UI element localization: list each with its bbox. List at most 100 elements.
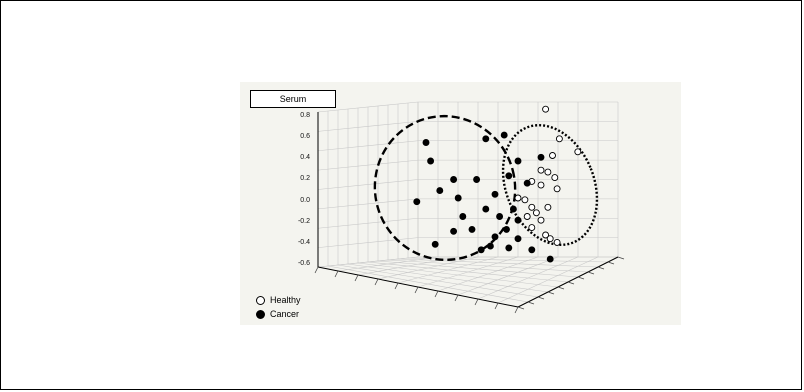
x-tick — [334, 270, 339, 278]
legend-item-cancer: Cancer — [256, 307, 301, 321]
y-tick — [617, 256, 625, 260]
y-tick-label: -0.4 — [297, 238, 310, 246]
cancer-point — [422, 139, 430, 146]
y-tick — [517, 306, 525, 310]
grid-line — [417, 256, 519, 288]
cancer-point — [436, 187, 444, 195]
cancer-point — [427, 157, 435, 165]
x-tick — [394, 282, 399, 290]
plot-canvas — [314, 101, 625, 314]
cancer-point — [482, 205, 490, 213]
cancer-point — [500, 131, 508, 139]
healthy-point — [528, 224, 536, 232]
grid-line — [477, 256, 579, 300]
x-tick — [494, 302, 499, 310]
cancer-point — [491, 233, 499, 241]
y-tick-label: -0.2 — [297, 217, 310, 225]
cancer-point — [503, 225, 510, 233]
cancer-cluster-ellipse — [373, 114, 517, 262]
healthy-point — [537, 181, 545, 189]
grid-line — [497, 256, 599, 304]
y-tick — [567, 281, 575, 285]
y-tick-label: 0.4 — [300, 154, 310, 162]
x-tick — [454, 294, 459, 302]
y-tick — [607, 261, 615, 265]
cancer-point — [514, 157, 522, 165]
grid-line — [337, 256, 439, 272]
y-tick-label: 0.2 — [300, 175, 310, 183]
y-tick-label: -0.6 — [297, 260, 310, 267]
grid-line — [317, 140, 419, 152]
grid-line — [317, 198, 419, 210]
healthy-point — [532, 209, 540, 217]
grid-line — [437, 256, 539, 292]
healthy-point — [555, 135, 563, 143]
open-circle-icon — [256, 295, 265, 305]
x-tick — [474, 298, 479, 306]
cancer-point — [505, 244, 513, 252]
y-tick-label: 0.8 — [300, 112, 310, 119]
cancer-point — [473, 176, 481, 183]
data-points — [413, 105, 582, 263]
cancer-point — [486, 242, 494, 250]
filled-circle-icon — [256, 309, 265, 319]
scatter-plot-3d: Serum 0.8 0.6 0.4 0.2 0.0 -0.2 -0.4 -0.6 Health… — [240, 82, 681, 325]
y-tick — [587, 271, 595, 275]
cancer-point — [468, 225, 476, 233]
x-tick — [514, 306, 519, 314]
y-tick — [547, 291, 555, 295]
y-tick — [557, 286, 565, 290]
y-tick — [597, 266, 605, 270]
healthy-point — [549, 152, 556, 159]
cancer-point — [514, 216, 522, 224]
x-tick — [354, 274, 359, 282]
healthy-point — [514, 194, 522, 202]
y-tick-label: 0.6 — [300, 133, 310, 141]
3d-grid — [314, 101, 625, 314]
cluster-ellipses — [373, 114, 599, 262]
healthy-point — [544, 203, 552, 211]
healthy-point — [553, 238, 561, 246]
grid-line — [317, 256, 419, 268]
cancer-point — [546, 255, 554, 263]
cancer-point — [491, 190, 499, 198]
cancer-point — [450, 227, 458, 235]
grid-line — [317, 159, 419, 171]
cancer-point — [482, 135, 490, 143]
cancer-point — [413, 198, 421, 206]
healthy-point — [542, 105, 550, 113]
cancer-point — [523, 179, 531, 187]
grid-line — [317, 217, 419, 229]
healthy-point — [528, 203, 536, 211]
y-tick — [537, 296, 545, 300]
cancer-point — [537, 153, 545, 161]
healthy-point — [551, 174, 559, 182]
y-tick — [527, 301, 535, 305]
cancer-point — [505, 172, 513, 180]
cancer-point — [459, 213, 467, 220]
legend: Healthy Cancer — [256, 293, 301, 321]
healthy-point — [537, 216, 545, 224]
healthy-point — [537, 166, 545, 174]
cancer-point — [450, 176, 458, 183]
grid-line — [317, 237, 419, 248]
cancer-point — [454, 194, 462, 202]
healthy-point — [553, 185, 561, 193]
grid-line — [317, 101, 419, 113]
cancer-point — [509, 205, 517, 213]
cancer-point — [477, 246, 485, 254]
legend-label: Cancer — [270, 309, 300, 319]
healthy-point — [523, 213, 531, 220]
y-tick — [577, 276, 585, 280]
grid-line — [397, 256, 499, 284]
grid-line — [317, 179, 419, 190]
healthy-point — [546, 235, 554, 243]
chart-title: Serum — [250, 90, 336, 108]
grid-line — [457, 256, 559, 296]
healthy-point — [521, 196, 529, 204]
healthy-point — [542, 231, 550, 239]
x-tick — [414, 286, 419, 294]
cancer-point — [496, 213, 504, 220]
x-tick — [434, 290, 439, 298]
